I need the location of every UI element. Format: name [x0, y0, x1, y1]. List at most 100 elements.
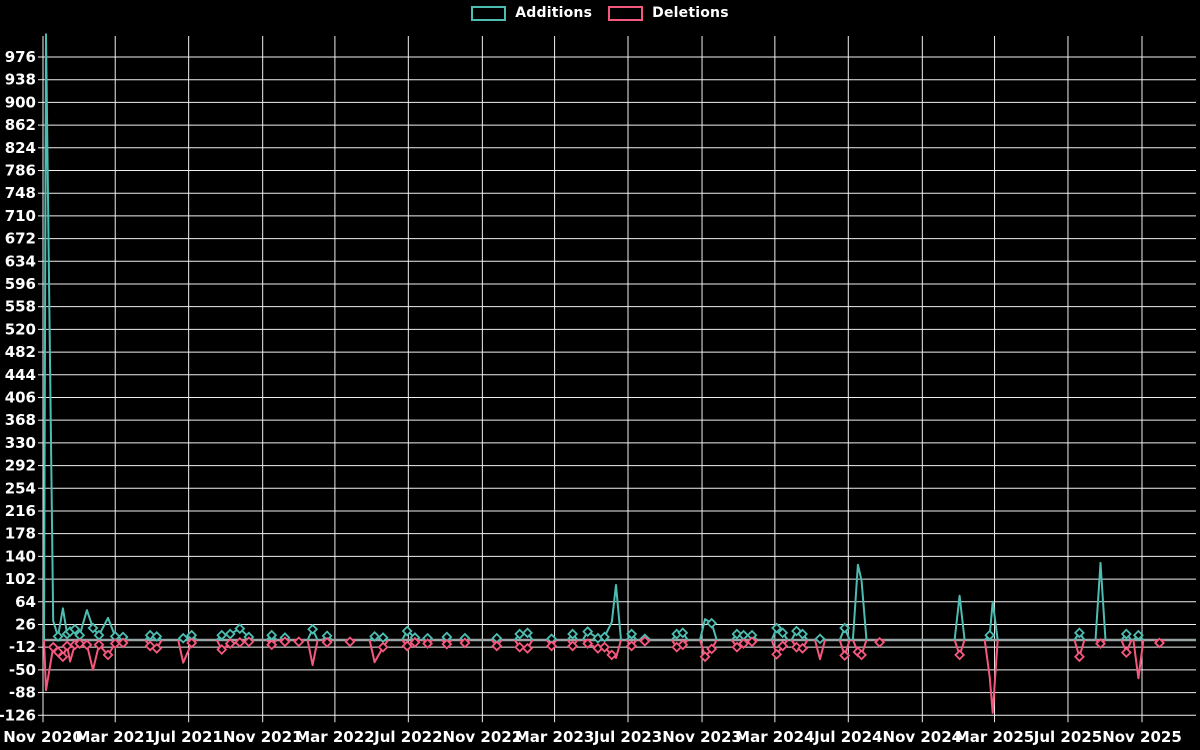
deletions-point-marker — [1120, 647, 1132, 659]
deletions-point-marker — [224, 638, 236, 650]
y-axis-tick-label: 444 — [5, 366, 36, 384]
deletions-point-marker — [771, 648, 783, 660]
additions-point-marker — [69, 623, 81, 635]
deletions-point-marker — [731, 641, 743, 653]
additions-point-marker — [839, 622, 851, 634]
additions-point-marker — [599, 631, 611, 643]
deletions-point-marker — [1153, 637, 1165, 649]
additions-point-marker — [567, 628, 579, 640]
deletions-point-marker — [216, 644, 228, 656]
legend-item-additions[interactable]: Additions — [471, 5, 592, 21]
y-axis-tick-label: 254 — [5, 479, 36, 497]
y-axis-tick-label: 596 — [5, 275, 36, 293]
legend-label-deletions: Deletions — [652, 5, 729, 21]
y-axis-tick-label: 900 — [5, 93, 36, 111]
x-axis-tick-label: Mar 2024 — [735, 728, 814, 746]
y-axis-tick-label: 178 — [5, 525, 36, 543]
deletions-point-marker — [677, 639, 689, 651]
deletions-point-marker — [626, 640, 638, 652]
deletions-point-marker — [102, 649, 114, 661]
y-axis-labels: 976 938 900 862 824 786 748 710 672 634 596 558 520 4… — [0, 48, 36, 724]
y-axis-tick-label: 102 — [5, 570, 36, 588]
deletions-point-marker — [491, 640, 503, 652]
y-axis-tick-label: -126 — [0, 706, 36, 724]
y-axis-tick-label: 634 — [5, 252, 36, 270]
x-axis-tick-label: Nov 2024 — [883, 728, 963, 746]
deletions-point-marker — [582, 638, 594, 650]
deletions-point-marker — [522, 642, 533, 654]
deletions-point-marker — [186, 637, 198, 649]
x-axis-tick-label: Nov 2025 — [1102, 728, 1182, 746]
y-axis-tick-label: 140 — [5, 547, 36, 565]
deletions-point-marker — [777, 640, 789, 652]
additions-point-marker — [1073, 627, 1085, 639]
additions-point-marker — [677, 627, 689, 639]
deletions-point-marker — [266, 639, 278, 651]
deletions-point-marker — [377, 641, 389, 653]
deletions-point-marker — [441, 638, 453, 650]
x-axis-tick-label: Jul 2021 — [153, 728, 222, 746]
deletions-point-marker — [546, 640, 558, 652]
y-axis-tick-label: 558 — [5, 298, 36, 316]
additions-point-marker — [706, 617, 718, 629]
y-axis-tick-label: 786 — [5, 161, 36, 179]
x-axis-tick-label: Nov 2023 — [662, 728, 742, 746]
deletions-point-marker — [422, 638, 434, 650]
deletions-point-marker — [57, 651, 69, 663]
deletions-point-marker — [93, 639, 105, 651]
additions-swatch-icon — [471, 5, 507, 21]
x-axis-tick-label: Nov 2020 — [3, 728, 83, 746]
y-axis-tick-label: 26 — [15, 615, 36, 633]
deletions-point-marker — [606, 649, 618, 661]
legend-item-deletions[interactable]: Deletions — [608, 5, 729, 21]
deletions-point-marker — [839, 650, 851, 662]
additions-point-marker — [52, 630, 64, 642]
deletions-point-marker — [401, 640, 413, 652]
y-axis-tick-label: 520 — [5, 320, 36, 338]
deletions-point-marker — [279, 636, 291, 648]
y-axis-tick-label: 216 — [5, 502, 36, 520]
x-axis-tick-label: Mar 2023 — [515, 728, 594, 746]
additions-point-marker — [307, 623, 319, 635]
deletions-point-marker — [344, 636, 356, 648]
deletions-point-marker — [738, 638, 750, 650]
deletions-point-marker — [61, 640, 73, 652]
deletions-point-marker — [81, 639, 93, 651]
additions-point-marker — [151, 630, 163, 642]
chart-legend: Additions Deletions — [0, 5, 1200, 21]
deletions-point-marker — [234, 636, 246, 648]
x-axis-tick-label: Jul 2022 — [373, 728, 442, 746]
additions-point-marker — [626, 628, 638, 640]
additions-point-marker — [984, 629, 996, 641]
y-axis-tick-label: 330 — [5, 434, 36, 452]
additions-point-marker — [522, 627, 533, 639]
deletions-point-marker — [1094, 638, 1106, 650]
y-axis-tick-label: -12 — [9, 638, 36, 656]
deletions-point-marker — [243, 636, 255, 648]
deletions-point-marker — [567, 640, 579, 652]
deletions-point-marker — [746, 636, 758, 648]
additions-point-marker — [1132, 629, 1144, 641]
deletions-point-marker — [293, 636, 305, 648]
y-axis-tick-label: 64 — [15, 593, 36, 611]
x-axis-tick-label: Nov 2021 — [223, 728, 303, 746]
deletions-point-marker — [74, 638, 86, 650]
additions-markers — [52, 617, 1144, 645]
y-axis-tick-label: 824 — [5, 139, 36, 157]
y-axis-tick-label: 710 — [5, 207, 36, 225]
deletions-point-marker — [1073, 651, 1085, 663]
additions-point-marker — [771, 622, 783, 634]
deletions-point-marker — [409, 636, 421, 648]
deletions-point-marker — [117, 637, 129, 649]
legend-label-additions: Additions — [515, 5, 593, 21]
x-axis-tick-label: Jul 2025 — [1033, 728, 1102, 746]
deletions-point-marker — [599, 641, 611, 653]
additions-point-marker — [582, 626, 594, 638]
x-axis-tick-label: Nov 2022 — [443, 728, 523, 746]
deletions-point-marker — [639, 635, 651, 647]
deletions-point-marker — [514, 641, 526, 653]
deletions-point-marker — [706, 643, 718, 655]
